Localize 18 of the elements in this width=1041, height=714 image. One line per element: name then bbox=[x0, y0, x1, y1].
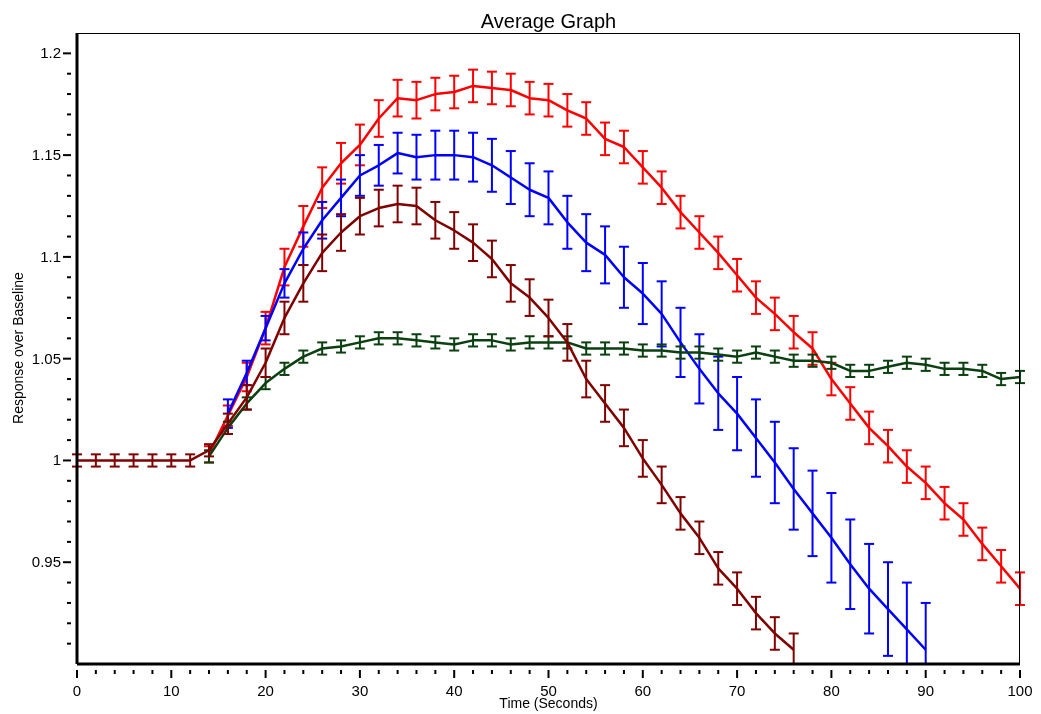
x-tick-label: 60 bbox=[634, 682, 652, 699]
chart-title: Average Graph bbox=[479, 10, 618, 33]
y-tick-label: 1 bbox=[52, 451, 61, 469]
y-tick-label: 1.1 bbox=[40, 247, 61, 265]
y-tick-label: 1.05 bbox=[31, 349, 61, 367]
y-tick-label: 1.15 bbox=[31, 146, 61, 164]
x-tick-label: 20 bbox=[257, 682, 274, 699]
y-axis-title: Response over Baseline bbox=[10, 270, 26, 426]
x-tick-label: 80 bbox=[823, 682, 840, 699]
x-tick-label: 70 bbox=[728, 682, 746, 699]
y-tick-label: 1.2 bbox=[40, 44, 61, 62]
x-tick-label: 30 bbox=[351, 682, 369, 699]
x-tick-label: 0 bbox=[72, 682, 82, 699]
x-tick-label: 100 bbox=[1007, 682, 1033, 699]
x-tick-label: 90 bbox=[917, 682, 935, 699]
y-tick-label: 0.95 bbox=[31, 553, 61, 571]
x-tick-label: 10 bbox=[162, 682, 180, 699]
x-tick-label: 40 bbox=[445, 682, 463, 699]
